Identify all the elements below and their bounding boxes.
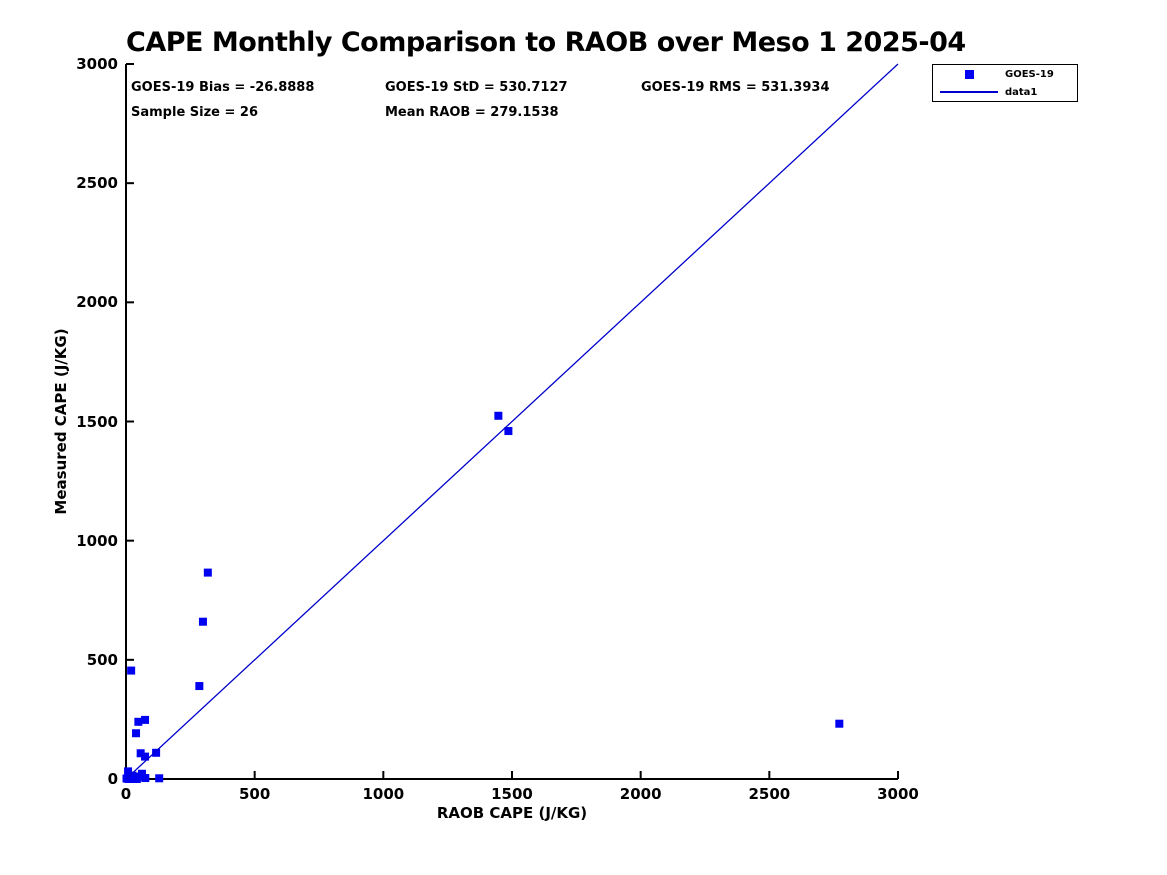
legend-symbol-cell [933, 69, 1005, 79]
x-tick-label: 1000 [362, 785, 405, 803]
x-tick-label: 0 [120, 785, 132, 803]
data-point [198, 617, 207, 626]
data-point [504, 427, 513, 436]
stat-rms: GOES-19 RMS = 531.3934 [641, 80, 830, 95]
data-point [124, 767, 133, 776]
x-tick-label: 2000 [619, 785, 662, 803]
x-tick-label: 2500 [748, 785, 791, 803]
stat-bias: GOES-19 Bias = -26.8888 [131, 80, 315, 95]
data-point [127, 666, 136, 675]
data-point [141, 774, 150, 783]
y-tick-label: 2500 [76, 174, 118, 193]
data-point [137, 769, 146, 778]
data-point [136, 749, 145, 758]
data-point [132, 729, 141, 738]
data-point [203, 568, 212, 577]
data-point [134, 717, 143, 726]
y-tick-label: 0 [107, 770, 118, 788]
identity-line [125, 63, 899, 780]
x-tick-label: 3000 [877, 785, 919, 803]
y-tick-label: 1000 [76, 531, 118, 550]
legend-entry-data1: data1 [933, 83, 1077, 101]
legend-entry-goes19: GOES-19 [933, 65, 1077, 83]
data-point [141, 715, 150, 724]
data-point [195, 682, 204, 691]
y-tick-label: 2000 [76, 293, 118, 312]
y-tick-label: 500 [86, 650, 118, 669]
legend-box: GOES-19 data1 [932, 64, 1078, 102]
data-point [155, 774, 164, 783]
legend-label: data1 [1005, 86, 1038, 98]
data-point [494, 411, 503, 420]
data-point [141, 752, 150, 761]
stat-mean-raob: Mean RAOB = 279.1538 [385, 105, 559, 120]
stat-std: GOES-19 StD = 530.7127 [385, 80, 568, 95]
data-point [835, 719, 844, 728]
x-tick-label: 1500 [491, 785, 533, 803]
line-icon [940, 91, 998, 93]
x-tick-label: 500 [239, 785, 271, 803]
data-point [152, 748, 161, 757]
legend-symbol-cell [933, 91, 1005, 93]
y-tick-label: 3000 [76, 55, 118, 73]
stat-sample-size: Sample Size = 26 [131, 105, 259, 120]
chart-title: CAPE Monthly Comparison to RAOB over Mes… [126, 27, 966, 58]
square-marker-icon [964, 69, 974, 79]
y-tick-label: 1500 [76, 412, 118, 431]
y-axis-label: Measured CAPE (J/KG) [52, 328, 70, 515]
x-axis-label: RAOB CAPE (J/KG) [436, 804, 588, 822]
legend-label: GOES-19 [1005, 68, 1054, 80]
